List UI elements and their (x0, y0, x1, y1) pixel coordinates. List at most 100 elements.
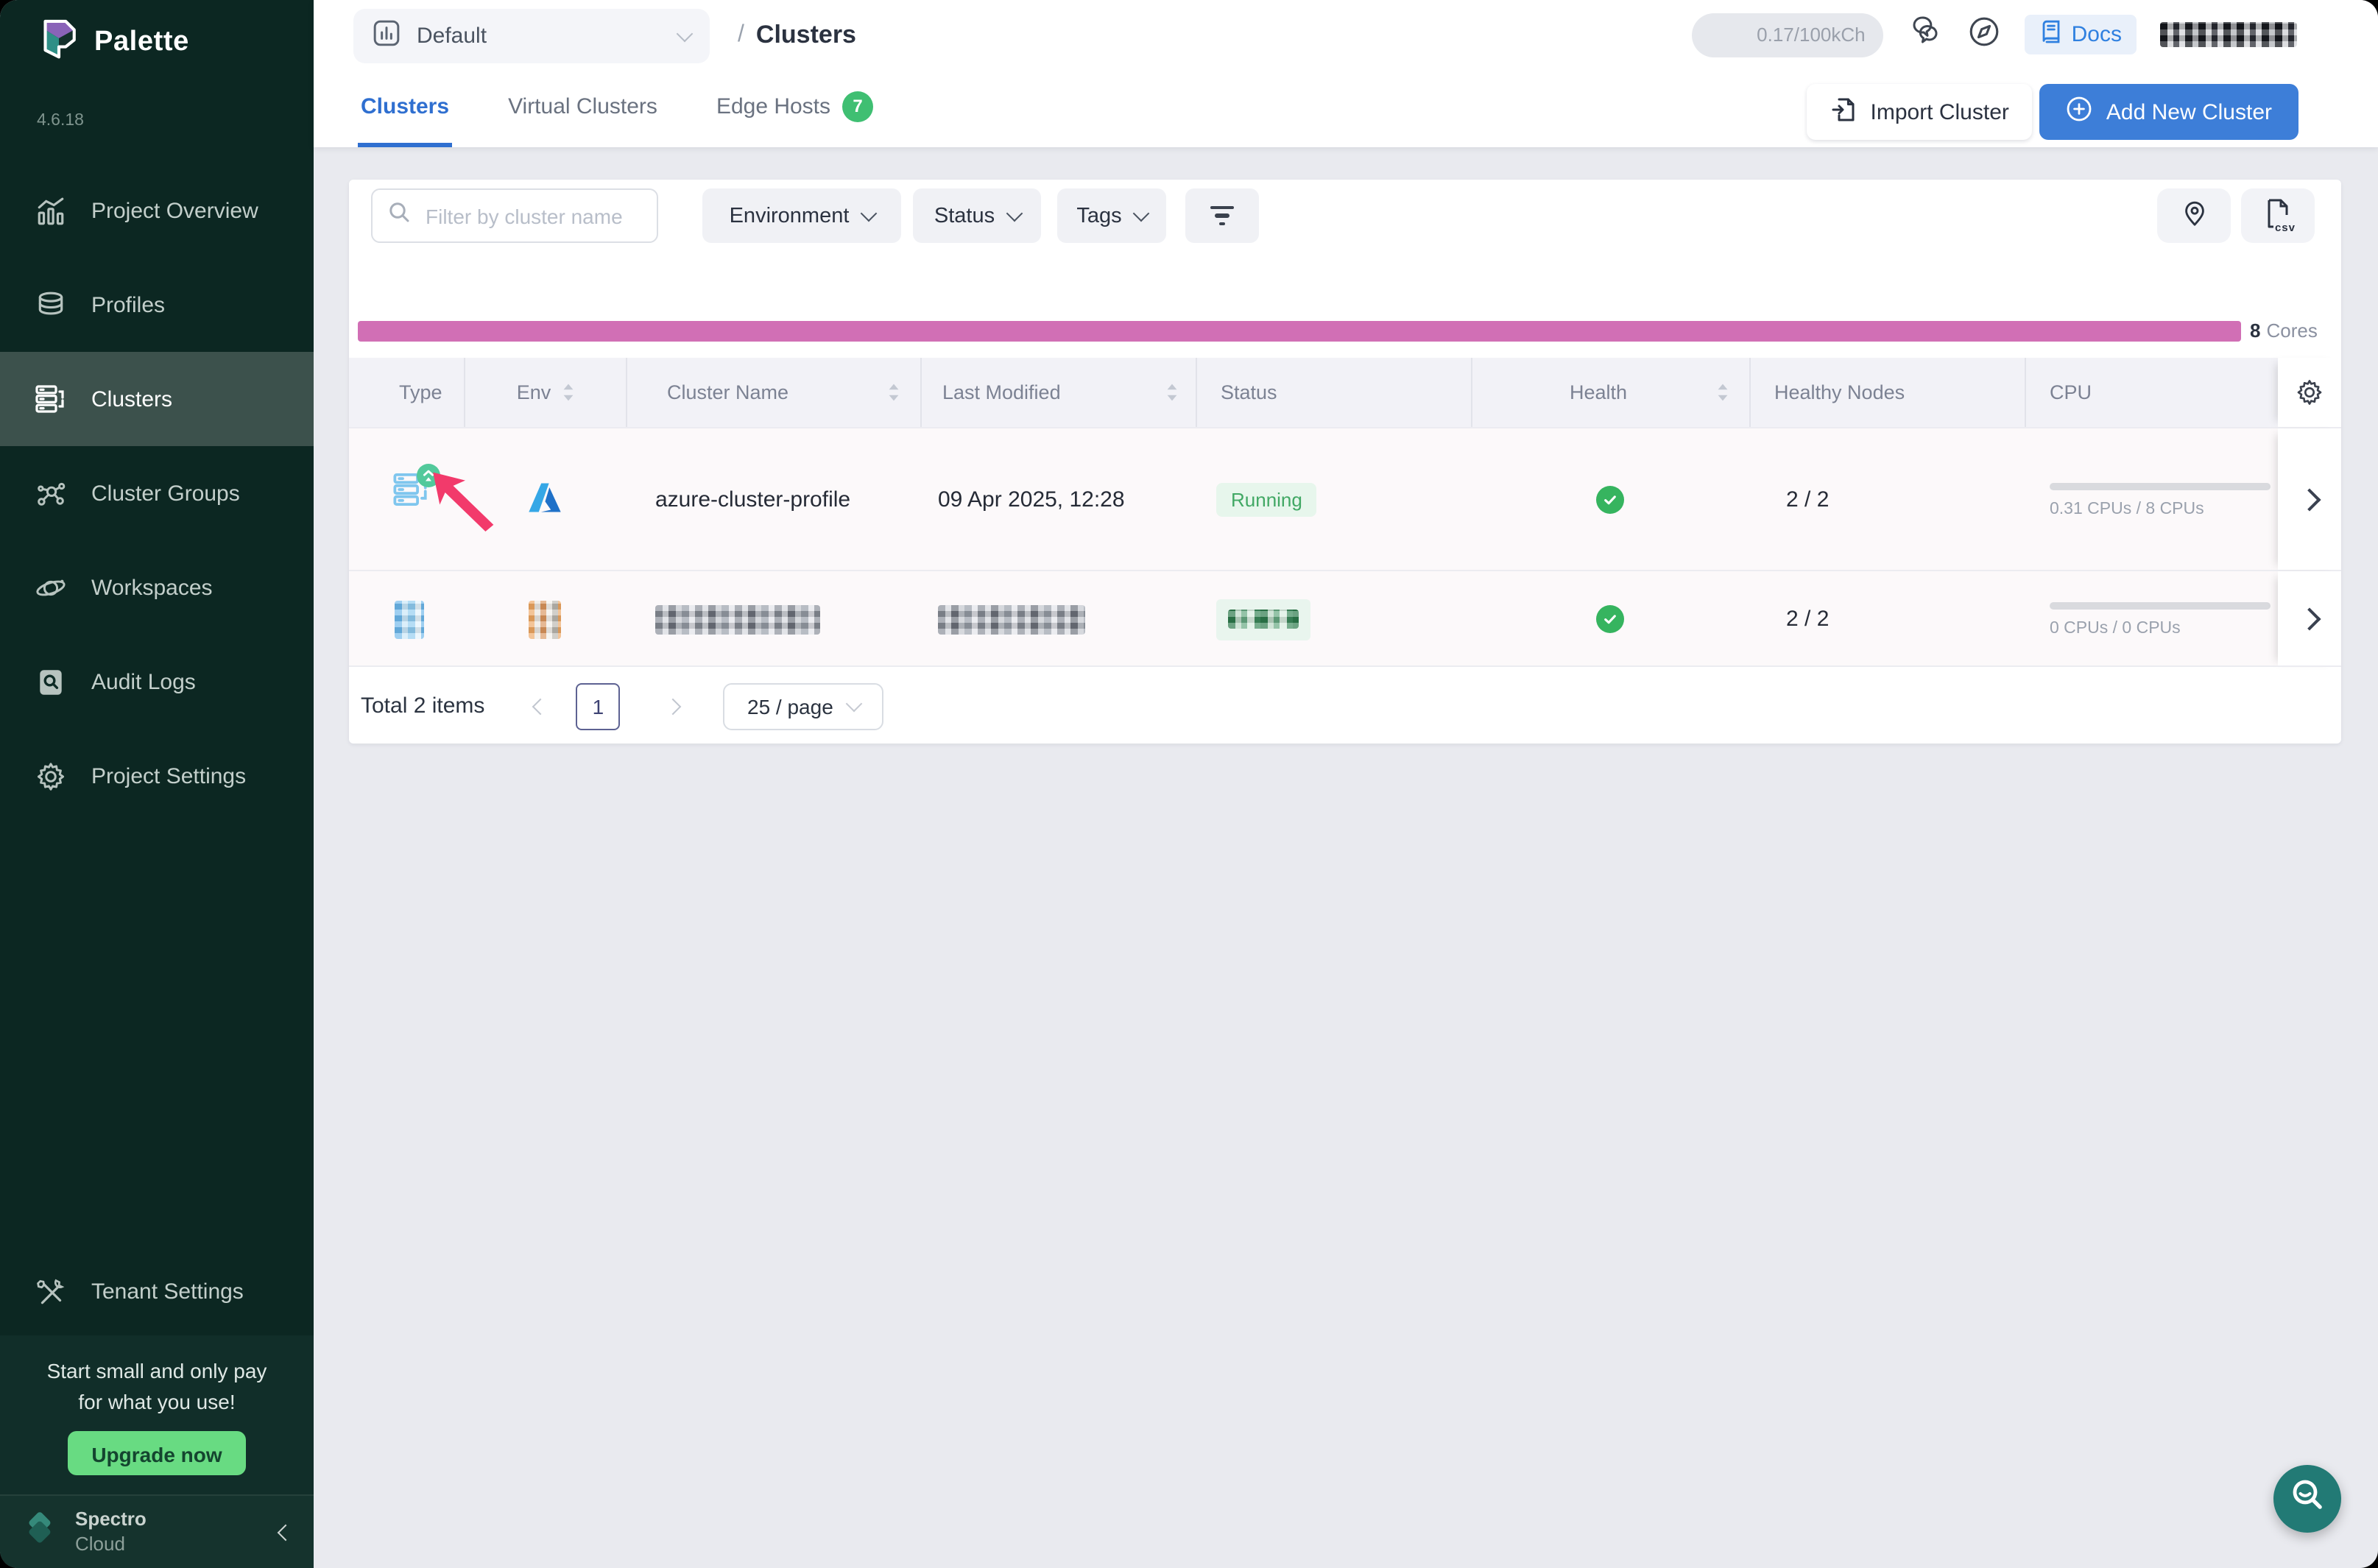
user-name-redacted[interactable] (2160, 22, 2297, 47)
sidebar-item-workspaces[interactable]: Workspaces (0, 540, 314, 635)
page-size-value: 25 / page (747, 694, 833, 718)
sidebar-item-project-overview[interactable]: Project Overview (0, 163, 314, 258)
column-header-healthy-nodes[interactable]: Healthy Nodes (1749, 358, 2025, 427)
previous-page-button[interactable] (534, 693, 546, 718)
breadcrumb-separator: / (738, 21, 744, 48)
tab-label: Clusters (361, 93, 449, 119)
cluster-name[interactable]: azure-cluster-profile (655, 487, 850, 512)
chevron-right-icon (2298, 607, 2321, 630)
cluster-name-redacted (655, 604, 820, 634)
main-area: Default / Clusters 0.17/100kCh (314, 0, 2378, 1568)
chat-icon[interactable] (1907, 14, 1944, 55)
import-cluster-button[interactable]: Import Cluster (1807, 84, 2033, 140)
cpu-usage-label: 0 CPUs / 0 CPUs (2050, 619, 2271, 637)
chart-box-icon (373, 18, 401, 54)
tab-clusters[interactable]: Clusters (358, 69, 452, 147)
row-expand-button[interactable] (2278, 571, 2341, 667)
project-selector[interactable]: Default (353, 9, 710, 63)
column-header-status[interactable]: Status (1196, 358, 1471, 427)
compass-icon[interactable] (1967, 14, 2001, 55)
column-header-env[interactable]: Env (464, 358, 626, 427)
export-csv-button[interactable]: csv (2241, 188, 2315, 243)
column-label: Type (399, 381, 442, 403)
sidebar-nav: Project Overview Profiles (0, 163, 314, 823)
csv-icon-label: csv (2275, 220, 2296, 233)
chevron-down-icon (845, 696, 862, 713)
cell-cluster-name[interactable]: azure-cluster-profile (626, 428, 920, 571)
tab-virtual-clusters[interactable]: Virtual Clusters (505, 69, 660, 147)
import-icon (1831, 95, 1857, 129)
footer-brand-line2: Cloud (75, 1532, 147, 1556)
status-filter[interactable]: Status (913, 188, 1041, 243)
tab-edge-hosts[interactable]: Edge Hosts 7 (713, 69, 876, 147)
sidebar-item-clusters[interactable]: Clusters (0, 352, 314, 446)
search-input[interactable] (423, 202, 642, 229)
last-modified-redacted (938, 604, 1085, 634)
column-header-health[interactable]: Health (1471, 358, 1749, 427)
env-icon-redacted (529, 600, 561, 638)
status-badge-redacted (1216, 598, 1310, 640)
gear-icon[interactable] (2296, 378, 2324, 406)
cell-healthy-nodes: 2 / 2 (1749, 428, 2025, 571)
cluster-search[interactable] (371, 188, 658, 243)
cell-type (349, 428, 464, 571)
tags-filter[interactable]: Tags (1057, 188, 1166, 243)
cell-status: Running (1196, 428, 1471, 571)
map-view-button[interactable] (2157, 188, 2231, 243)
table-row[interactable]: 2 / 2 0 CPUs / 0 CPUs (349, 570, 2341, 667)
status-badge: Running (1216, 483, 1317, 517)
promo-line2: for what you use! (0, 1387, 314, 1418)
footer-brand-name: Spectro Cloud (75, 1508, 147, 1556)
column-label: CPU (2050, 381, 2092, 403)
header-actions: Import Cluster Add New Cluster (1807, 84, 2299, 140)
sidebar-item-label: Tenant Settings (91, 1279, 244, 1304)
row-expand-button[interactable] (2278, 428, 2341, 571)
advanced-filter-button[interactable] (1185, 188, 1259, 243)
sidebar-item-project-settings[interactable]: Project Settings (0, 729, 314, 823)
column-header-cpu[interactable]: CPU (2025, 358, 2278, 427)
sidebar-item-label: Project Settings (91, 763, 246, 788)
cores-value: 8 (2250, 319, 2260, 342)
sort-icon[interactable] (1166, 383, 1178, 402)
cell-env (464, 428, 626, 571)
cpu-usage-label: 0.31 CPUs / 8 CPUs (2050, 500, 2271, 518)
sidebar-item-tenant-settings[interactable]: Tenant Settings (0, 1247, 314, 1335)
sort-icon[interactable] (888, 383, 900, 402)
column-header-cluster-name[interactable]: Cluster Name (626, 358, 920, 427)
cell-cluster-name[interactable] (626, 571, 920, 667)
table-row[interactable]: azure-cluster-profile 09 Apr 2025, 12:28… (349, 427, 2341, 571)
sort-icon[interactable] (562, 383, 574, 402)
page-number-button[interactable]: 1 (576, 682, 620, 730)
add-new-cluster-button[interactable]: Add New Cluster (2040, 84, 2298, 140)
sidebar-item-audit-logs[interactable]: Audit Logs (0, 635, 314, 729)
chevron-right-icon (2298, 488, 2321, 511)
plus-circle-icon (2067, 96, 2093, 128)
column-header-type[interactable]: Type (349, 358, 464, 427)
page-size-select[interactable]: 25 / page (723, 682, 883, 730)
cell-cpu: 0 CPUs / 0 CPUs (2025, 571, 2278, 667)
table-settings-cell[interactable] (2278, 358, 2341, 427)
sort-icon[interactable] (1717, 383, 1729, 402)
app-window: Palette 4.6.18 Project Overview (0, 0, 2378, 1568)
sidebar-item-label: Audit Logs (91, 669, 196, 694)
search-help-fab[interactable] (2273, 1465, 2341, 1533)
next-page-button[interactable] (667, 693, 679, 718)
environment-filter[interactable]: Environment (702, 188, 901, 243)
environment-filter-label: Environment (730, 204, 850, 227)
sidebar-item-label: Cluster Groups (91, 481, 240, 506)
docs-button[interactable]: Docs (2025, 15, 2137, 54)
brand-name: Palette (94, 26, 189, 58)
pagination-total: Total 2 items (361, 693, 484, 718)
project-selector-value: Default (417, 24, 487, 49)
sidebar-item-profiles[interactable]: Profiles (0, 258, 314, 352)
chevron-down-icon (860, 205, 877, 222)
upgrade-now-button[interactable]: Upgrade now (68, 1431, 246, 1475)
sidebar-item-label: Project Overview (91, 198, 258, 223)
topbar-right: 0.17/100kCh (1692, 0, 2297, 69)
cell-env (464, 571, 626, 667)
breadcrumb: / Clusters (738, 0, 856, 69)
cores-usage-bar (358, 321, 2241, 342)
sidebar-collapse-button[interactable] (280, 1519, 292, 1545)
sidebar-item-cluster-groups[interactable]: Cluster Groups (0, 446, 314, 540)
column-header-last-modified[interactable]: Last Modified (920, 358, 1196, 427)
